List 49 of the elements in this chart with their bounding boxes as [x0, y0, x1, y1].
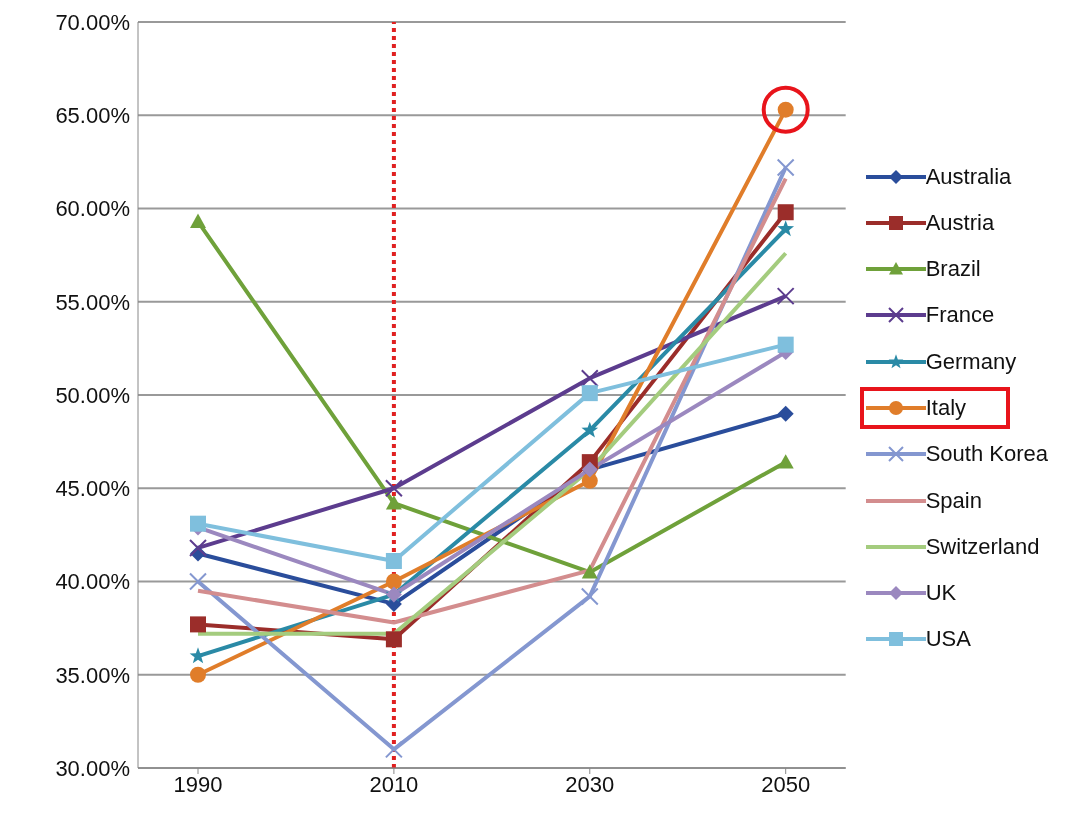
- legend-label: Switzerland: [925, 533, 1040, 560]
- legend-label: Germany: [925, 348, 1017, 375]
- point: [581, 564, 598, 579]
- y-tick-label: 30.00%: [55, 755, 130, 781]
- point: [777, 220, 795, 237]
- y-tick-label: 40.00%: [55, 569, 130, 595]
- y-tick-label: 55.00%: [55, 289, 130, 315]
- point: [581, 472, 598, 489]
- point: [580, 369, 599, 388]
- x-tick-label: 1990: [173, 771, 223, 797]
- point: [776, 158, 795, 177]
- point: [385, 573, 402, 590]
- legend-label: Spain: [925, 487, 982, 514]
- point: [777, 405, 794, 422]
- point: [190, 515, 206, 532]
- point: [580, 587, 599, 606]
- point: [190, 666, 206, 683]
- legend-label: Brazil: [925, 256, 981, 283]
- x-tick-label: 2030: [565, 771, 615, 797]
- x-tick-label: 2010: [369, 771, 419, 797]
- point: [189, 572, 207, 591]
- point: [384, 740, 403, 759]
- point: [385, 495, 402, 510]
- y-tick-label: 60.00%: [55, 196, 130, 222]
- point: [385, 631, 402, 648]
- y-tick-label: 50.00%: [55, 382, 130, 408]
- legend-label: UK: [925, 580, 957, 607]
- y-tick-label: 65.00%: [55, 103, 130, 129]
- y-tick-label: 45.00%: [55, 476, 130, 502]
- point: [384, 479, 403, 498]
- point: [581, 421, 599, 438]
- legend-label: USA: [925, 626, 971, 653]
- legend-label: Italy: [925, 394, 967, 421]
- point: [190, 616, 206, 633]
- legend-label: Austria: [925, 209, 995, 236]
- y-tick-label: 70.00%: [55, 9, 130, 35]
- point: [777, 336, 794, 353]
- x-tick-label: 2050: [761, 771, 811, 797]
- point: [777, 454, 794, 469]
- point: [385, 552, 402, 569]
- point: [777, 204, 794, 221]
- point: [190, 213, 206, 228]
- legend-label: South Korea: [925, 441, 1048, 468]
- y-tick-label: 35.00%: [55, 662, 130, 688]
- legend-label: France: [925, 302, 995, 329]
- point: [581, 385, 598, 402]
- point: [189, 538, 207, 557]
- legend-label: Australia: [925, 163, 1012, 190]
- point: [776, 287, 795, 306]
